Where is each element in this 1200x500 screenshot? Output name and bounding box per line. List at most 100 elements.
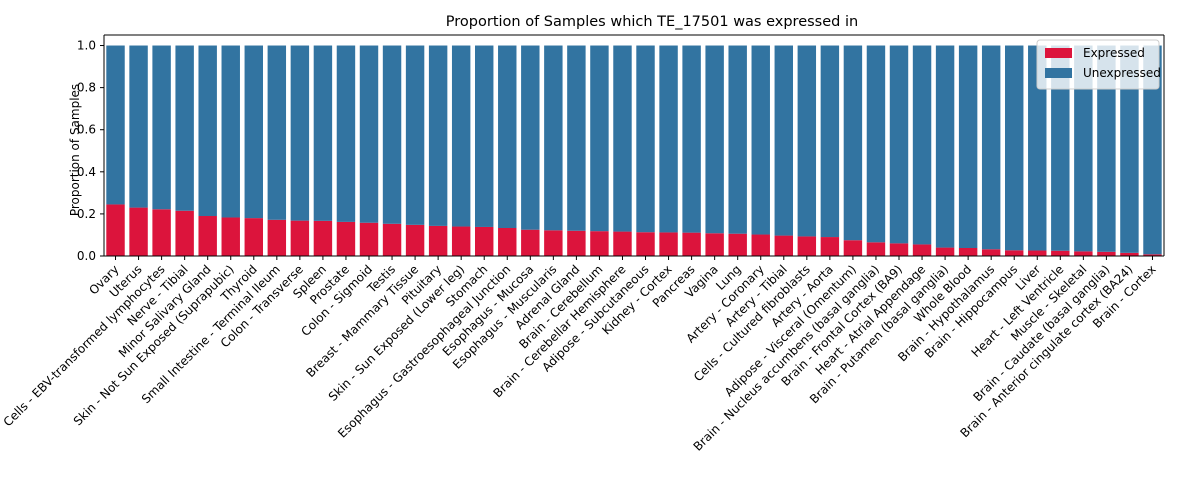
bar-unexpressed — [129, 45, 148, 208]
bar-unexpressed — [1005, 45, 1024, 251]
bar-unexpressed — [1143, 45, 1162, 255]
bar-expressed — [1074, 251, 1093, 256]
bar-unexpressed — [682, 45, 701, 233]
bar-unexpressed — [152, 45, 171, 210]
bar-expressed — [313, 220, 333, 256]
bar-unexpressed — [935, 45, 955, 248]
bar-unexpressed — [613, 45, 632, 232]
bar-expressed — [636, 232, 655, 256]
bar-unexpressed — [820, 45, 840, 238]
bar-unexpressed — [451, 45, 471, 227]
bar-expressed — [451, 226, 471, 256]
bar-expressed — [820, 237, 840, 256]
bar-unexpressed — [958, 45, 978, 249]
bar-unexpressed — [636, 45, 655, 233]
bar-unexpressed — [866, 45, 886, 243]
y-tick-label: 0.8 — [77, 81, 96, 95]
bar-expressed — [728, 233, 747, 256]
bar-expressed — [912, 244, 932, 256]
bar-expressed — [175, 210, 194, 256]
bar-unexpressed — [428, 45, 448, 226]
bar-unexpressed — [1097, 45, 1116, 252]
bar-expressed — [751, 234, 770, 256]
bar-unexpressed — [106, 45, 125, 205]
bar-expressed — [382, 223, 402, 256]
y-tick-label: 0.2 — [77, 207, 96, 221]
legend-swatch-unexpressed — [1045, 68, 1072, 78]
legend-swatch-expressed — [1045, 48, 1072, 58]
legend-label-unexpressed: Unexpressed — [1083, 66, 1161, 80]
bar-unexpressed — [521, 45, 540, 230]
bar-expressed — [405, 224, 425, 256]
bar-unexpressed — [198, 45, 217, 217]
bar-expressed — [613, 231, 632, 256]
bar-expressed — [428, 225, 448, 256]
y-tick-label: 0.0 — [77, 249, 96, 263]
y-tick-label: 0.6 — [77, 123, 96, 137]
bar-expressed — [359, 222, 379, 256]
legend-label-expressed: Expressed — [1083, 46, 1145, 60]
bar-unexpressed — [774, 45, 793, 236]
bar-expressed — [1120, 252, 1139, 256]
bar-expressed — [590, 231, 609, 256]
bar-unexpressed — [981, 45, 1001, 250]
bar-unexpressed — [475, 45, 494, 227]
bar-unexpressed — [244, 45, 263, 219]
bar-unexpressed — [498, 45, 517, 229]
bar-expressed — [981, 249, 1001, 256]
bar-unexpressed — [659, 45, 678, 233]
bar-expressed — [797, 236, 817, 256]
bar-expressed — [1051, 250, 1070, 256]
bar-expressed — [567, 230, 586, 256]
bar-expressed — [1005, 250, 1024, 256]
bar-unexpressed — [590, 45, 609, 232]
bar-unexpressed — [705, 45, 724, 234]
bar-unexpressed — [1074, 45, 1093, 252]
bar-expressed — [958, 248, 978, 256]
bar-expressed — [198, 216, 217, 256]
bars-group — [106, 45, 1162, 256]
bar-unexpressed — [797, 45, 817, 237]
bar-unexpressed — [336, 45, 356, 222]
legend: Expressed Unexpressed — [1036, 39, 1161, 90]
bar-unexpressed — [843, 45, 863, 241]
bar-unexpressed — [267, 45, 287, 220]
bar-unexpressed — [889, 45, 909, 244]
bar-expressed — [106, 204, 125, 256]
bar-expressed — [659, 232, 678, 256]
y-tick-label: 0.4 — [77, 165, 96, 179]
bar-expressed — [774, 235, 793, 256]
bar-unexpressed — [175, 45, 194, 211]
bar-unexpressed — [313, 45, 333, 221]
bar-unexpressed — [544, 45, 563, 231]
bar-unexpressed — [405, 45, 425, 225]
bar-expressed — [889, 243, 909, 256]
bar-expressed — [1143, 254, 1162, 256]
bar-expressed — [682, 232, 701, 256]
y-tick-label: 1.0 — [77, 39, 96, 53]
y-axis-label: Proportion of Samples — [68, 84, 82, 216]
bar-expressed — [129, 207, 148, 256]
bar-expressed — [705, 233, 724, 256]
bar-unexpressed — [1120, 45, 1139, 253]
bar-unexpressed — [1028, 45, 1047, 251]
bar-expressed — [544, 230, 563, 256]
bar-expressed — [935, 247, 955, 256]
bar-unexpressed — [728, 45, 747, 234]
bar-expressed — [152, 209, 171, 256]
bar-expressed — [244, 218, 263, 256]
bar-unexpressed — [359, 45, 379, 223]
bar-unexpressed — [567, 45, 586, 231]
bar-unexpressed — [221, 45, 240, 218]
bar-expressed — [475, 226, 494, 256]
bar-expressed — [498, 228, 517, 256]
bar-unexpressed — [1051, 45, 1070, 251]
bar-unexpressed — [912, 45, 932, 245]
bar-expressed — [1028, 250, 1047, 256]
bar-expressed — [843, 240, 863, 256]
bar-unexpressed — [290, 45, 310, 221]
bar-unexpressed — [382, 45, 402, 224]
bar-expressed — [1097, 251, 1116, 256]
chart-title: Proportion of Samples which TE_17501 was… — [446, 14, 858, 30]
